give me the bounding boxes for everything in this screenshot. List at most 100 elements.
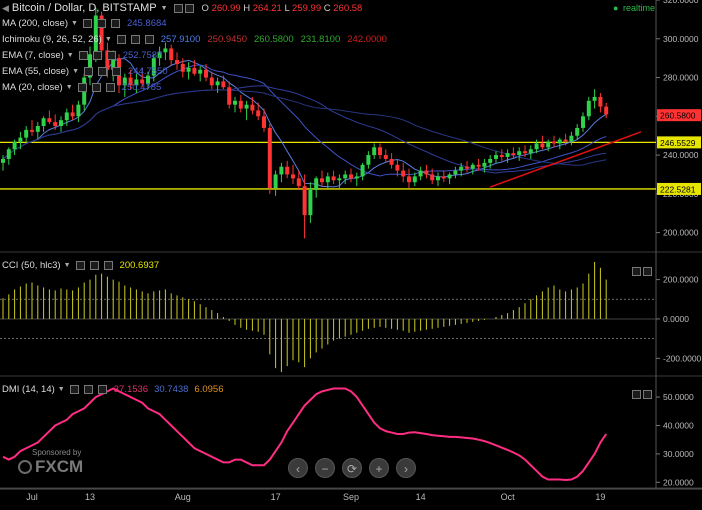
chevron-down-icon[interactable]: ▼	[57, 386, 65, 393]
candle-body	[441, 176, 446, 179]
indicator-row: MA (20, close) ▼ 250.4785	[2, 82, 161, 93]
close-icon[interactable]	[103, 261, 113, 270]
candle-body	[24, 129, 29, 138]
cci-label[interactable]: CCI (50, hlc3)	[2, 260, 61, 271]
indicator-label[interactable]: EMA (55, close)	[2, 66, 70, 77]
hide-icon[interactable]	[91, 83, 101, 92]
level-lines	[0, 58, 656, 190]
candle-body	[511, 153, 516, 156]
candle-body	[366, 155, 371, 165]
settings-icon[interactable]	[84, 67, 93, 76]
candle-body	[517, 151, 522, 156]
candle-body	[488, 158, 493, 163]
chevron-down-icon[interactable]: ▼	[160, 4, 168, 12]
chart-header: ◀ Bitcoin / Dollar, D, BITSTAMP ▼ O 260.…	[0, 0, 362, 16]
scroll-left-button[interactable]: ‹	[288, 458, 308, 478]
pane-up-icon[interactable]	[632, 267, 641, 276]
close-icon[interactable]	[184, 3, 194, 13]
chevron-down-icon[interactable]: ▼	[104, 36, 112, 43]
hide-icon[interactable]	[92, 51, 102, 60]
candle-body	[465, 166, 469, 169]
candle-body	[180, 63, 185, 72]
scroll-right-button[interactable]: ›	[396, 458, 416, 478]
settings-icon[interactable]	[69, 385, 79, 394]
settings-icon[interactable]	[75, 261, 85, 270]
candle-body	[47, 118, 52, 123]
settings-icon[interactable]	[78, 51, 88, 60]
hide-icon[interactable]	[130, 35, 140, 44]
hide-icon[interactable]	[83, 385, 93, 394]
candle-body	[412, 176, 417, 183]
hide-icon[interactable]	[96, 19, 106, 28]
candle-body	[552, 141, 556, 144]
trend-line	[489, 131, 642, 188]
settings-icon[interactable]	[82, 19, 92, 28]
candle-body	[354, 176, 359, 179]
symbol-title[interactable]: Bitcoin / Dollar, D, BITSTAMP	[11, 2, 157, 14]
candle-body	[238, 100, 243, 109]
close-icon[interactable]	[110, 19, 120, 28]
candle-body	[534, 143, 539, 150]
candle-body	[157, 52, 162, 59]
settings-icon[interactable]	[116, 35, 126, 44]
zoom-in-button[interactable]: +	[369, 458, 389, 478]
candle-body	[430, 174, 435, 181]
indicator-label[interactable]: EMA (7, close)	[2, 50, 64, 61]
candle-body	[88, 54, 92, 78]
candle-body	[233, 100, 237, 105]
candle-body	[250, 104, 255, 111]
x-tick-label: 13	[85, 492, 95, 502]
candle-body	[540, 143, 545, 148]
chevron-down-icon[interactable]: ▼	[63, 262, 71, 269]
candle-body	[6, 149, 11, 159]
chevron-down-icon[interactable]: ▼	[71, 20, 78, 27]
cci-tick-label: 0.0000	[663, 314, 689, 324]
candle-body	[505, 153, 510, 158]
settings-icon[interactable]	[77, 83, 87, 92]
indicator-label[interactable]: Ichimoku (9, 26, 52, 26)	[2, 34, 102, 45]
zoom-out-button[interactable]: −	[315, 458, 335, 478]
close-icon[interactable]	[144, 35, 154, 44]
close-icon[interactable]	[112, 67, 121, 76]
candle-body	[76, 104, 81, 117]
dmi-value: 30.7438	[154, 384, 189, 395]
dmi-label[interactable]: DMI (14, 14)	[2, 384, 55, 395]
close-icon[interactable]	[97, 385, 107, 394]
candle-body	[389, 158, 394, 165]
candle-body	[169, 48, 174, 61]
pane-up-icon[interactable]	[632, 390, 641, 399]
candle-body	[528, 149, 533, 154]
candle-body	[569, 135, 574, 142]
candle-body	[325, 176, 330, 183]
pane-down-icon[interactable]	[643, 267, 652, 276]
price-tag-label: 222.5281	[660, 184, 696, 194]
candles	[1, 7, 609, 239]
close-icon[interactable]	[105, 83, 115, 92]
chevron-down-icon[interactable]: ▼	[66, 52, 74, 59]
cci-legend: CCI (50, hlc3) ▼ 200.6937	[2, 260, 159, 271]
close-icon[interactable]	[106, 51, 116, 60]
chevron-down-icon[interactable]: ▼	[65, 84, 73, 91]
sponsor-logo[interactable]: Sponsored by FXCM	[18, 448, 83, 477]
candle-body	[546, 141, 551, 148]
ohlc-key: H	[243, 2, 253, 14]
candle-body	[418, 170, 423, 177]
candle-body	[227, 87, 232, 105]
hide-icon[interactable]	[89, 261, 99, 270]
indicator-label[interactable]: MA (200, close)	[2, 18, 68, 29]
settings-icon[interactable]	[173, 3, 183, 13]
reset-button[interactable]: ⟳	[342, 458, 362, 478]
candle-body	[122, 77, 127, 86]
candle-body	[105, 50, 110, 70]
chevron-down-icon[interactable]: ▼	[72, 68, 79, 75]
indicator-value: 250.9450	[207, 34, 247, 45]
hide-icon[interactable]	[98, 67, 107, 76]
candle-body	[447, 174, 452, 179]
indicator-value: 231.8100	[300, 34, 341, 45]
pane-down-icon[interactable]	[643, 390, 652, 399]
candle-body	[349, 174, 353, 179]
collapse-arrow-icon[interactable]: ◀	[2, 2, 9, 13]
indicator-label[interactable]: MA (20, close)	[2, 82, 63, 93]
indicator-row: MA (200, close) ▼ 245.8684	[2, 18, 167, 29]
